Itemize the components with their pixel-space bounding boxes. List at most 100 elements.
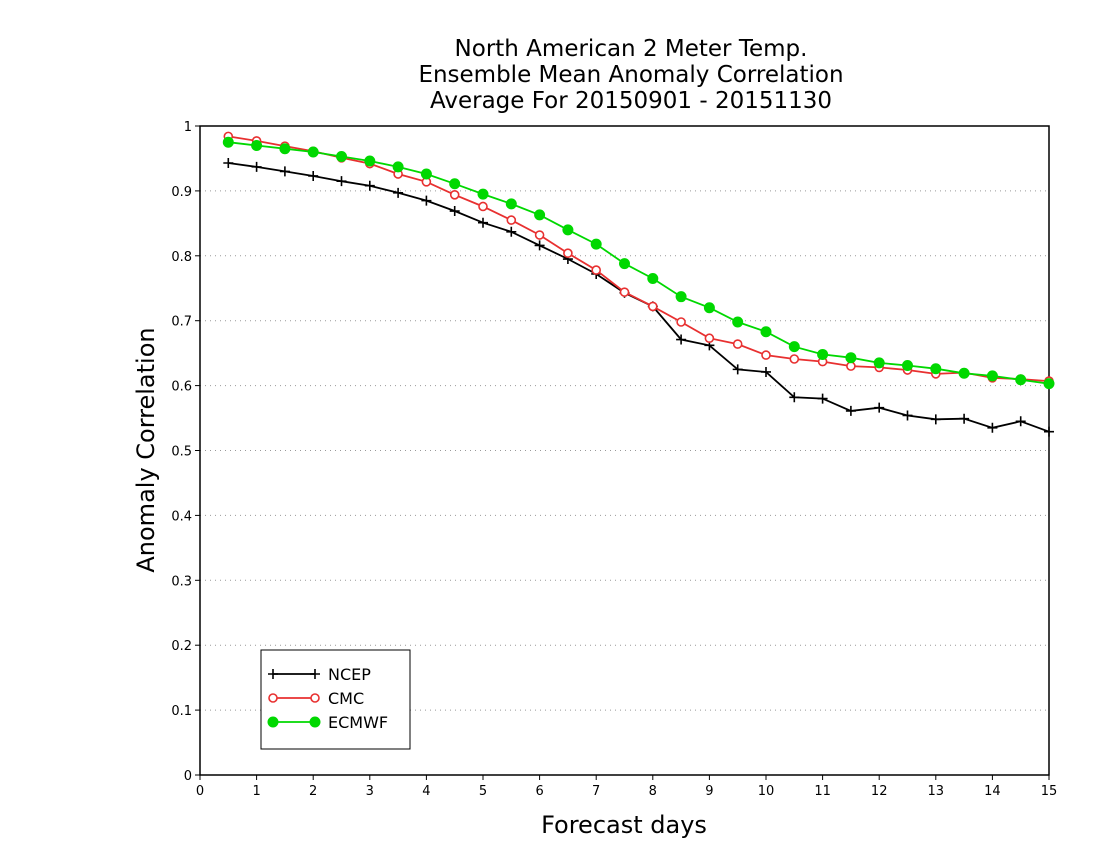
ecmwf-point [902, 359, 913, 371]
ncep-line [228, 162, 1050, 433]
x-tick-label: 4 [422, 784, 430, 799]
x-tick-label: 1 [252, 784, 260, 799]
ecmwf-point [279, 143, 291, 155]
ecmwf-point [647, 273, 659, 285]
y-tick-label: 0.7 [171, 315, 192, 330]
ncep-point [506, 226, 517, 237]
ecmwf-point [222, 136, 234, 148]
x-axis-label: Forecast days [541, 811, 707, 839]
y-tick-label: 0.3 [171, 574, 192, 589]
cmc-point [563, 248, 573, 259]
ecmwf-point [760, 326, 772, 338]
y-tick-label: 0.1 [171, 704, 192, 719]
chart-title-line-2: Ensemble Mean Anomaly Correlation [418, 62, 844, 88]
ecmwf-point [619, 258, 630, 270]
series-ecmwf [222, 136, 1055, 390]
ecmwf-point [788, 341, 800, 353]
ncep-point [364, 180, 375, 191]
ecmwf-point [930, 363, 942, 375]
legend-marker [268, 693, 278, 703]
cmc-point [761, 350, 771, 360]
y-tick-label: 1 [184, 120, 192, 135]
ncep-point [279, 166, 290, 177]
series-ncep [223, 157, 1054, 437]
y-tick-label: 0.5 [171, 445, 192, 460]
ncep-point [336, 176, 347, 187]
y-tick-label: 0 [184, 769, 192, 784]
cmc-point [534, 230, 545, 240]
y-tick-label: 0.8 [171, 250, 192, 265]
ecmwf-point [703, 302, 715, 314]
legend-marker [310, 669, 320, 679]
cmc-point [704, 333, 715, 344]
y-tick-label: 0.4 [171, 509, 192, 524]
cmc-point [506, 215, 517, 225]
cmc-point [647, 301, 658, 312]
series-layer [222, 131, 1055, 437]
y-axis-label: Anomaly Correlation [132, 327, 160, 572]
ncep-point [789, 392, 800, 403]
legend-label-ecmwf: ECMWF [328, 713, 388, 732]
cmc-point [789, 354, 800, 364]
ecmwf-point [505, 198, 517, 210]
x-tick-label: 13 [928, 784, 945, 799]
ecmwf-point [845, 352, 857, 364]
ncep-point [1015, 416, 1026, 427]
ncep-point [308, 170, 319, 181]
ncep-point [959, 413, 970, 424]
y-tick-label: 0.9 [171, 185, 192, 200]
ncep-point [676, 334, 687, 345]
chart-title-line-1: North American 2 Meter Temp. [454, 36, 808, 62]
ecmwf-point [307, 146, 319, 158]
ncep-point [478, 217, 488, 228]
legend-marker [309, 716, 321, 728]
ecmwf-line [228, 141, 1050, 385]
legend-item-ncep: NCEP [268, 665, 371, 684]
cmc-line [228, 135, 1050, 382]
ecmwf-point [392, 161, 404, 173]
legend-marker [267, 716, 279, 728]
ecmwf-point [534, 209, 546, 221]
legend-marker [268, 669, 278, 679]
x-tick-label: 8 [649, 784, 657, 799]
legend: NCEP CMC ECMWF [260, 649, 411, 750]
y-tick-label: 0.6 [171, 380, 192, 395]
ecmwf-point [449, 178, 461, 190]
legend-item-ecmwf: ECMWF [267, 713, 388, 732]
cmc-point [591, 265, 602, 275]
x-tick-label: 6 [535, 784, 543, 799]
ecmwf-point [732, 316, 744, 328]
axes: 00.10.20.30.40.50.60.70.80.910 1 2 3 4 5 6 7 8 9 1… [171, 120, 1057, 799]
series-cmc [223, 131, 1054, 386]
cmc-point [449, 189, 460, 200]
cmc-point [478, 201, 488, 212]
ncep-point [421, 195, 432, 206]
legend-label-ncep: NCEP [328, 665, 371, 684]
ncep-point [732, 364, 743, 375]
ecmwf-point [364, 155, 376, 167]
ecmwf-point [477, 188, 489, 200]
ncep-point [1044, 426, 1054, 437]
ncep-point [223, 157, 234, 168]
cmc-point [676, 317, 686, 327]
x-tick-label: 3 [366, 784, 374, 799]
ncep-point [251, 161, 262, 172]
x-tick-label: 14 [984, 784, 1001, 799]
ecmwf-point [986, 370, 998, 382]
ncep-point [874, 402, 885, 413]
legend-box [260, 649, 411, 750]
ncep-point [393, 187, 404, 198]
ecmwf-point [1043, 378, 1055, 390]
x-tick-label: 12 [871, 784, 888, 799]
ncep-point [761, 366, 771, 377]
ecmwf-point [336, 151, 347, 163]
x-tick-label: 0 [196, 784, 204, 799]
ncep-point [449, 206, 460, 217]
ncep-point [987, 422, 998, 433]
ecmwf-point [873, 357, 885, 369]
cmc-point [732, 339, 743, 349]
ecmwf-point [562, 224, 574, 236]
y-tick-label: 0.2 [171, 639, 192, 654]
legend-label-cmc: CMC [328, 689, 364, 708]
